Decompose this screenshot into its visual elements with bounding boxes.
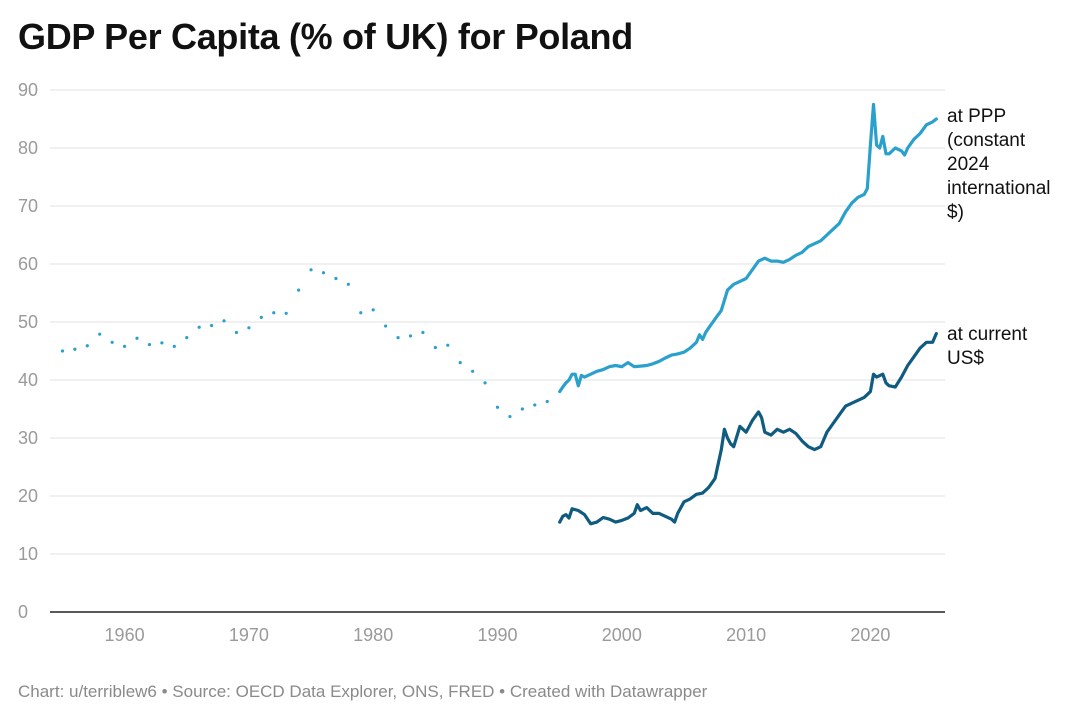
data-point: [334, 276, 338, 281]
data-point: [545, 399, 549, 404]
chart-credits: Chart: u/terriblew6 • Source: OECD Data …: [18, 682, 708, 701]
y-tick-label: 90: [18, 80, 38, 100]
data-point: [346, 282, 350, 286]
x-tick-label: 2010: [726, 625, 766, 645]
y-tick-label: 40: [18, 370, 38, 390]
series-label: (constant: [947, 130, 1026, 151]
series-line-1: [558, 102, 938, 394]
y-tick-label: 30: [18, 428, 38, 448]
series-label: at current: [947, 324, 1028, 345]
x-tick-label: 1970: [229, 625, 269, 645]
data-point: [197, 325, 201, 329]
x-axis-tick-labels: 1960 1970 1980 1990 2000 2010 2020: [105, 625, 891, 645]
data-point: [471, 369, 475, 373]
data-point: [359, 311, 363, 315]
x-tick-label: 1990: [477, 625, 517, 645]
series-label: international: [947, 178, 1051, 199]
data-point: [122, 344, 127, 348]
series-label: 2024: [947, 154, 990, 175]
gridlines: [50, 89, 945, 555]
data-point: [209, 323, 214, 328]
series-label: US$: [947, 348, 984, 369]
x-tick-label: 1960: [105, 625, 145, 645]
series-lines: [60, 102, 938, 526]
data-point: [234, 330, 239, 335]
x-tick-label: 1980: [353, 625, 393, 645]
series-label: at PPP: [947, 106, 1006, 127]
line-chart: 0 10 20 30 40 50 60 70 80 90 1960 1970 1980 1990 2000…: [18, 80, 1051, 645]
y-tick-label: 20: [18, 486, 38, 506]
y-tick-label: 0: [18, 602, 28, 622]
data-point: [247, 326, 251, 330]
data-point: [495, 405, 500, 409]
data-point: [371, 308, 375, 312]
data-point: [222, 319, 226, 323]
data-point: [172, 344, 176, 348]
data-point: [483, 381, 487, 385]
data-point: [147, 343, 152, 347]
data-point: [433, 345, 437, 350]
y-tick-label: 50: [18, 312, 38, 332]
series-labels: at PPP (constant 2024 international $) at cur…: [947, 106, 1051, 369]
data-point: [135, 336, 139, 340]
y-tick-label: 80: [18, 138, 38, 158]
data-point: [321, 271, 326, 275]
data-point: [60, 349, 65, 353]
data-point: [185, 336, 189, 340]
data-point: [272, 311, 276, 315]
data-point: [421, 330, 425, 335]
y-tick-label: 60: [18, 254, 38, 274]
data-point: [508, 414, 512, 419]
x-tick-label: 2000: [602, 625, 642, 645]
chart-title: GDP Per Capita (% of UK) for Poland: [18, 16, 633, 57]
series-line-2: [558, 332, 938, 526]
data-point: [160, 341, 164, 345]
data-point: [384, 324, 388, 328]
data-point: [98, 332, 102, 336]
data-point: [520, 407, 524, 411]
data-point: [259, 315, 263, 319]
data-point: [408, 334, 413, 338]
series-label: $): [947, 202, 964, 223]
data-point: [309, 268, 313, 272]
y-tick-label: 10: [18, 544, 38, 564]
data-point: [284, 311, 288, 315]
data-point: [110, 340, 114, 344]
data-point: [297, 288, 301, 292]
data-point: [533, 403, 537, 407]
data-point: [85, 344, 89, 348]
data-point: [73, 347, 77, 351]
data-point: [446, 343, 450, 347]
data-point: [396, 336, 400, 340]
y-tick-label: 70: [18, 196, 38, 216]
x-tick-label: 2020: [850, 625, 890, 645]
y-axis-tick-labels: 0 10 20 30 40 50 60 70 80 90: [18, 80, 38, 622]
data-point: [458, 361, 462, 365]
